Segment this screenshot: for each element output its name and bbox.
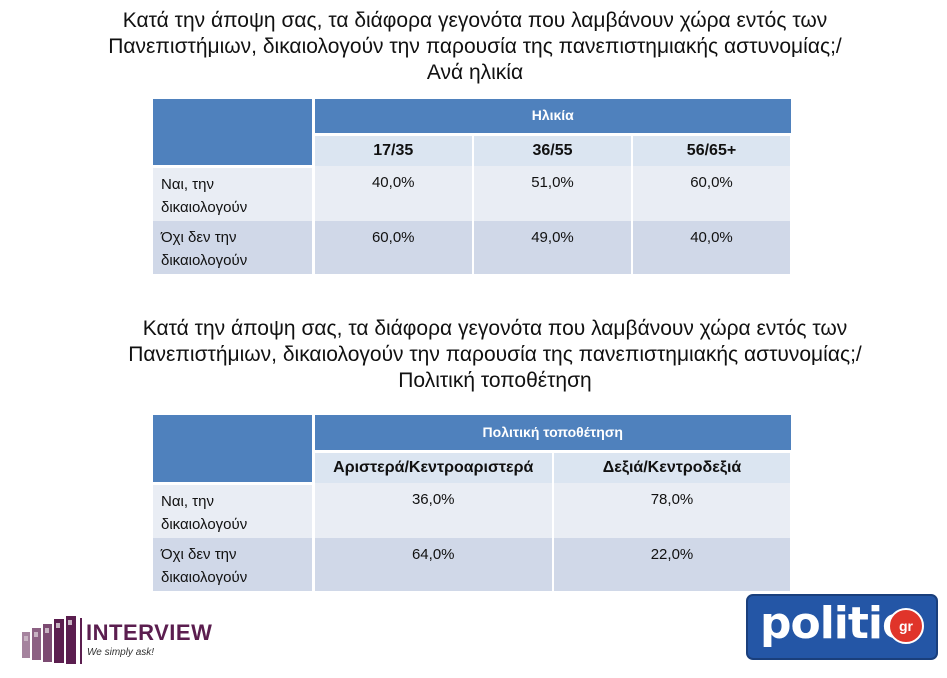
row-label-line: δικαιολογούν [161,569,248,586]
column-header: Αριστερά/Κεντροαριστερά [313,451,554,483]
interview-logo-tagline: We simply ask! [87,647,155,658]
table-cell: 40,0% [313,166,474,221]
table-cell: 22,0% [553,538,792,591]
politic-logo-name: politic [760,598,908,649]
table-row: Όχι δεν την δικαιολογούν 60,0% 49,0% 40,… [153,221,792,274]
age-table: Ηλικία 17/35 36/55 56/65+ Ναι, την δικαι… [153,99,792,274]
row-label-line: Όχι δεν την [161,546,237,563]
row-label: Ναι, την δικαιολογούν [153,166,315,221]
title-line: Κατά την άποψη σας, τα διάφορα γεγονότα … [142,317,848,340]
interview-logo: INTERVIEW We simply ask! [20,614,250,670]
row-label-line: δικαιολογούν [161,515,248,533]
column-header: Δεξιά/Κεντροδεξιά [553,451,792,483]
column-header: 36/55 [473,134,633,166]
interview-logo-mark [22,616,82,664]
column-header: 56/65+ [632,134,792,166]
table-cell: 60,0% [313,221,474,274]
group-header: Ηλικία [313,99,791,136]
row-label-line: δικαιολογούν [161,252,248,269]
row-label: Όχι δεν την δικαιολογούν [153,221,315,274]
table-cell: 40,0% [632,221,792,274]
politic-logo-suffix: gr [899,618,913,634]
row-label-line: δικαιολογούν [161,198,248,216]
table-cell: 64,0% [313,538,554,591]
politic-logo-badge: gr [888,608,924,644]
column-header: 17/35 [313,134,474,166]
table-row: Ναι, την δικαιολογούν 40,0% 51,0% 60,0% [153,166,792,221]
table-cell: 49,0% [473,221,633,274]
political-table: Πολιτική τοποθέτηση Αριστερά/Κεντροαριστ… [153,415,792,591]
title-line: Ανά ηλικία [426,61,524,84]
group-header: Πολιτική τοποθέτηση [313,415,791,453]
table-cell: 51,0% [473,166,633,221]
table-row: Ναι, την δικαιολογούν 36,0% 78,0% [153,483,792,538]
table-cell: 36,0% [313,483,554,538]
politic-logo: politic gr [746,594,938,660]
row-label: Όχι δεν την δικαιολογούν [153,538,315,591]
title-line: Κατά την άποψη σας, τα διάφορα γεγονότα … [122,9,828,32]
table-corner-cell [153,415,315,485]
interview-logo-name: INTERVIEW [86,620,213,645]
row-label-line: Ναι, την [161,175,214,193]
title-line: Πολιτική τοποθέτηση [398,369,592,392]
row-label-line: Ναι, την [161,492,214,510]
title-line: Πανεπιστήμιων, δικαιολογούν την παρουσία… [128,343,862,366]
table-corner-cell [153,99,315,168]
table2-title: Κατά την άποψη σας, τα διάφορα γεγονότα … [60,316,930,394]
table-row: Όχι δεν την δικαιολογούν 64,0% 22,0% [153,538,792,591]
table1-title: Κατά την άποψη σας, τα διάφορα γεγονότα … [40,8,910,86]
table-cell: 78,0% [553,483,792,538]
title-line: Πανεπιστήμιων, δικαιολογούν την παρουσία… [108,35,842,58]
row-label: Ναι, την δικαιολογούν [153,483,315,538]
row-label-line: Όχι δεν την [161,229,237,246]
table-cell: 60,0% [632,166,792,221]
